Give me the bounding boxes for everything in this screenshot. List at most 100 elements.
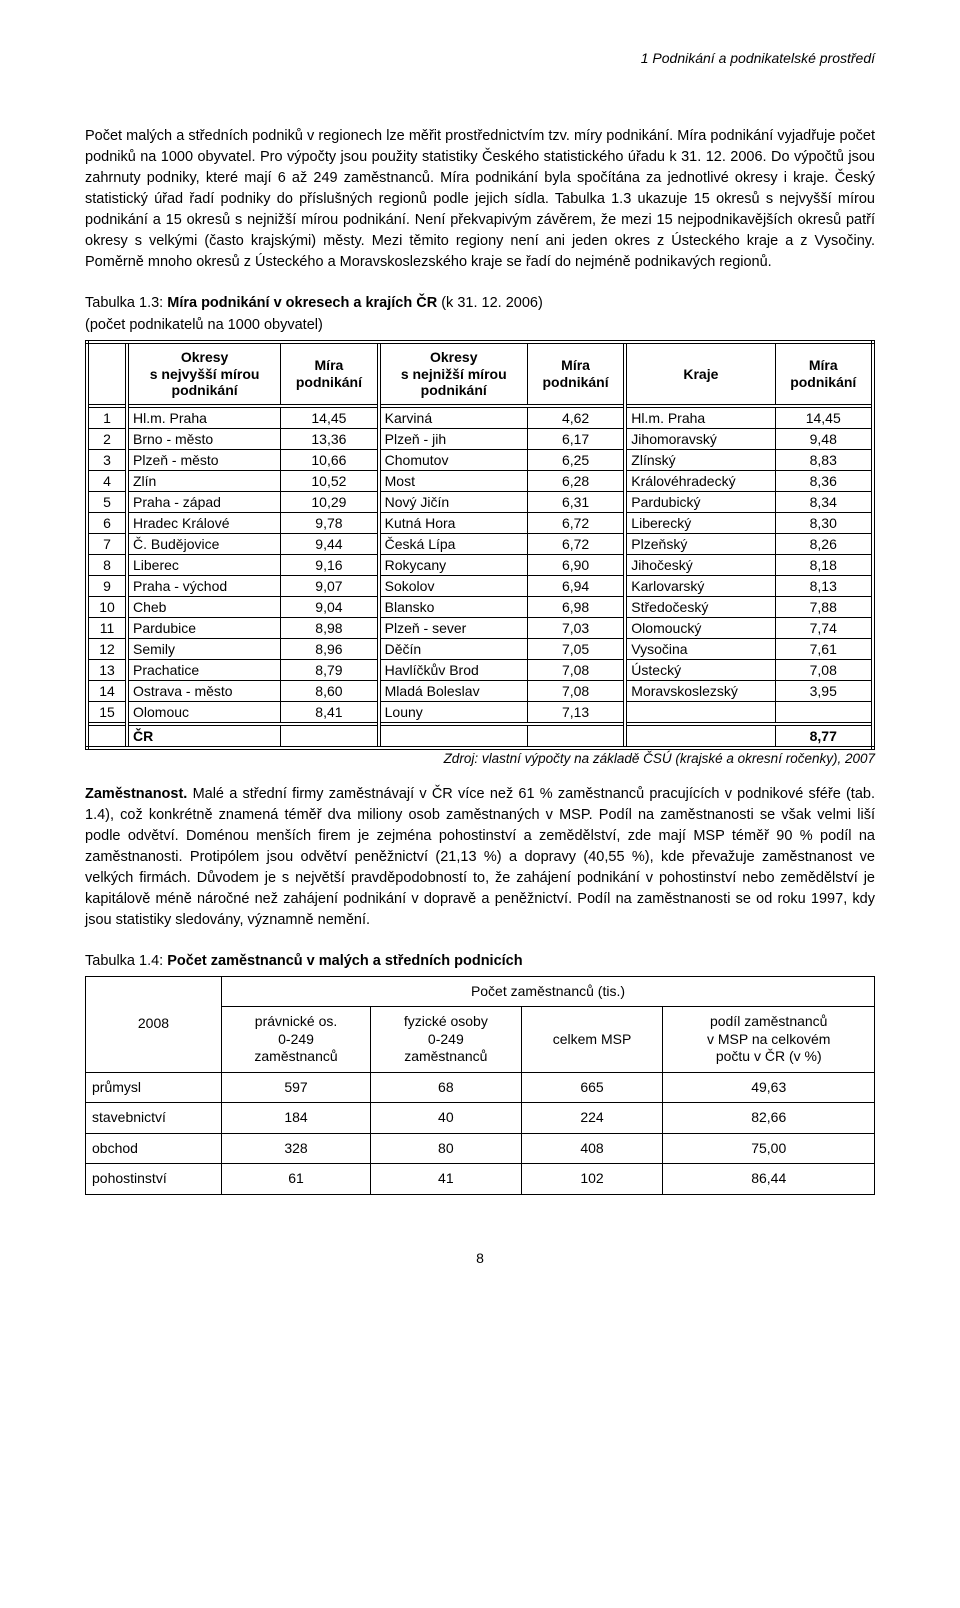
t1-highest-name: Brno - město	[127, 429, 281, 450]
t1-lowest-name: Blansko	[379, 597, 528, 618]
t1-highest-val: 9,07	[281, 576, 379, 597]
table-row: 6Hradec Králové9,78Kutná Hora6,72Liberec…	[87, 513, 873, 534]
t1-highest-val: 10,66	[281, 450, 379, 471]
t1-lowest-val: 7,05	[527, 639, 625, 660]
t2-v4: 75,00	[663, 1133, 875, 1164]
t1-highest-name: Hradec Králové	[127, 513, 281, 534]
table-row: 7Č. Budějovice9,44Česká Lípa6,72Plzeňský…	[87, 534, 873, 555]
t1-kraj-name: Plzeňský	[625, 534, 775, 555]
paragraph-1: Počet malých a středních podniků v regio…	[85, 126, 875, 273]
t1-idx: 8	[87, 555, 127, 576]
t1-idx: 10	[87, 597, 127, 618]
t1-highest-val: 9,78	[281, 513, 379, 534]
table-row: 2Brno - město13,36Plzeň - jih6,17Jihomor…	[87, 429, 873, 450]
t1-highest-val: 8,60	[281, 681, 379, 702]
table1-title-prefix: Tabulka 1.3:	[85, 295, 167, 311]
table1-title: Tabulka 1.3: Míra podnikání v okresech a…	[85, 293, 875, 313]
t1-kraj-val: 7,08	[775, 660, 873, 681]
table-row-footer: ČR8,77	[87, 724, 873, 748]
table-row: 15Olomouc8,41Louny7,13	[87, 702, 873, 725]
t1-kraj-val: 8,30	[775, 513, 873, 534]
t1-h-highest: Okresy s nejvyšší mírou podnikání	[127, 342, 281, 406]
table1-head-row: Okresy s nejvyšší mírou podnikání Míra p…	[87, 342, 873, 406]
t1-highest-val: 9,44	[281, 534, 379, 555]
t1-kraj-name: Liberecký	[625, 513, 775, 534]
t1-kraj-val: 14,45	[775, 406, 873, 429]
t1-lowest-name: Česká Lípa	[379, 534, 528, 555]
t1-lowest-name: Most	[379, 471, 528, 492]
table-row: 14Ostrava - město8,60Mladá Boleslav7,08M…	[87, 681, 873, 702]
t1-kraj-val: 7,61	[775, 639, 873, 660]
t1-kraj-val: 8,36	[775, 471, 873, 492]
table-row: 9Praha - východ9,07Sokolov6,94Karlovarsk…	[87, 576, 873, 597]
t1-kraj-name: Středočeský	[625, 597, 775, 618]
table-row: 11Pardubice8,98Plzeň - sever7,03Olomouck…	[87, 618, 873, 639]
page-number: 8	[85, 1250, 875, 1266]
table-row: 5Praha - západ10,29Nový Jičín6,31Pardubi…	[87, 492, 873, 513]
t1-highest-val: 10,52	[281, 471, 379, 492]
table2-title: Tabulka 1.4: Počet zaměstnanců v malých …	[85, 951, 875, 971]
t1-kraj-name: Olomoucký	[625, 618, 775, 639]
t1-kraj-name: Karlovarský	[625, 576, 775, 597]
t1-highest-name: Plzeň - město	[127, 450, 281, 471]
t1-idx: 9	[87, 576, 127, 597]
t1-kraj-val: 8,26	[775, 534, 873, 555]
t1-highest-name: Prachatice	[127, 660, 281, 681]
t1-lowest-name: Chomutov	[379, 450, 528, 471]
t1-kraj-val: 8,13	[775, 576, 873, 597]
t2-v3: 102	[521, 1164, 663, 1195]
table1-title-bold: Míra podnikání v okresech a krajích ČR	[167, 295, 437, 311]
t1-lowest-val: 6,31	[527, 492, 625, 513]
t1-idx: 3	[87, 450, 127, 471]
t1-kraj-val: 9,48	[775, 429, 873, 450]
t1-highest-val: 14,45	[281, 406, 379, 429]
t1-lowest-val: 7,03	[527, 618, 625, 639]
t1-idx: 15	[87, 702, 127, 725]
t1-kraj-name: Hl.m. Praha	[625, 406, 775, 429]
t2-v4: 82,66	[663, 1103, 875, 1134]
t2-v1: 597	[221, 1072, 370, 1103]
t1-highest-name: Pardubice	[127, 618, 281, 639]
t1-h-rate1: Míra podnikání	[281, 342, 379, 406]
t2-v2: 40	[371, 1103, 521, 1134]
table-row: pohostinství614110286,44	[86, 1164, 875, 1195]
t2-label: obchod	[86, 1133, 222, 1164]
t1-lowest-val: 6,90	[527, 555, 625, 576]
t1-kraj-name: Vysočina	[625, 639, 775, 660]
t2-h-c1: právnické os. 0-249 zaměstnanců	[221, 1007, 370, 1073]
t1-highest-name: Semily	[127, 639, 281, 660]
t1-lowest-name: Nový Jičín	[379, 492, 528, 513]
t1-h-rate3: Míra podnikání	[775, 342, 873, 406]
t1-lowest-name: Havlíčkův Brod	[379, 660, 528, 681]
table-row: 13Prachatice8,79Havlíčkův Brod7,08Ústeck…	[87, 660, 873, 681]
t1-kraj-name: Jihomoravský	[625, 429, 775, 450]
t1-lowest-val: 6,17	[527, 429, 625, 450]
t2-label: stavebnictví	[86, 1103, 222, 1134]
t2-v3: 665	[521, 1072, 663, 1103]
t1-kraj-val: 8,83	[775, 450, 873, 471]
t1-highest-name: Ostrava - město	[127, 681, 281, 702]
t1-kraj-name: Ústecký	[625, 660, 775, 681]
t2-v2: 68	[371, 1072, 521, 1103]
t2-v4: 49,63	[663, 1072, 875, 1103]
t1-lowest-name: Sokolov	[379, 576, 528, 597]
t1-lowest-val: 7,08	[527, 681, 625, 702]
t1-h-kraje: Kraje	[625, 342, 775, 406]
t1-f-label: ČR	[127, 724, 281, 748]
t2-h-year: 2008	[86, 976, 222, 1072]
t1-idx: 14	[87, 681, 127, 702]
t2-v1: 61	[221, 1164, 370, 1195]
t1-lowest-val: 6,25	[527, 450, 625, 471]
p2-rest: Malé a střední firmy zaměstnávají v ČR v…	[85, 786, 875, 928]
t1-idx: 11	[87, 618, 127, 639]
t1-highest-name: Č. Budějovice	[127, 534, 281, 555]
t1-idx: 2	[87, 429, 127, 450]
t2-h-c4: podíl zaměstnanců v MSP na celkovém počt…	[663, 1007, 875, 1073]
t1-kraj-val: 7,88	[775, 597, 873, 618]
table-row: 10Cheb9,04Blansko6,98Středočeský7,88	[87, 597, 873, 618]
t1-lowest-val: 6,98	[527, 597, 625, 618]
t1-idx: 7	[87, 534, 127, 555]
t1-lowest-val: 4,62	[527, 406, 625, 429]
t1-lowest-val: 7,13	[527, 702, 625, 725]
table-row: 4Zlín10,52Most6,28Královéhradecký8,36	[87, 471, 873, 492]
